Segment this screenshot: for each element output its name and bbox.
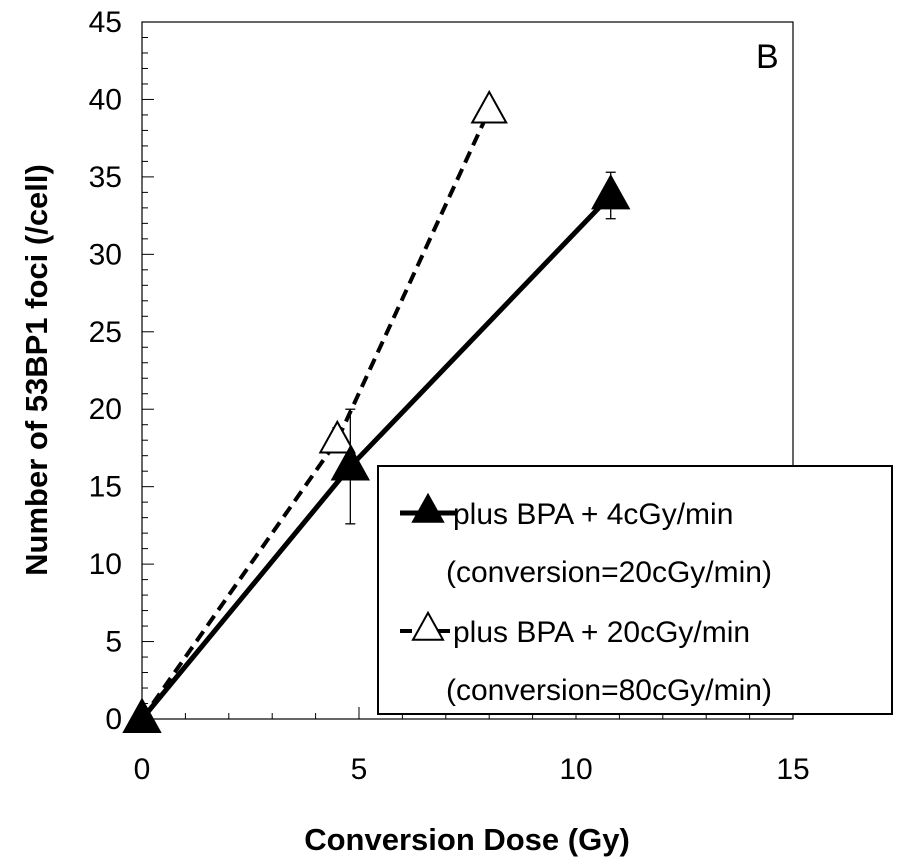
y-tick-label: 25 (89, 316, 122, 349)
x-tick-label: 15 (776, 753, 809, 786)
y-tick-label: 20 (89, 393, 122, 426)
series-layer (122, 89, 631, 733)
legend-label: plus BPA + 4cGy/min (453, 498, 733, 531)
y-tick-label: 15 (89, 471, 122, 504)
y-tick-label: 5 (105, 626, 122, 659)
data-point (318, 419, 356, 454)
x-axis-title: Conversion Dose (Gy) (304, 822, 630, 857)
series-1 (122, 171, 631, 733)
legend-entry-1: plus BPA + 4cGy/min (conversion=20cGy/min… (400, 492, 772, 589)
data-point (470, 89, 508, 124)
data-point (330, 445, 371, 481)
legend: plus BPA + 4cGy/min (conversion=20cGy/min… (377, 465, 893, 715)
axis-ticks: 0 5 10 15 20 25 30 35 40 45 0 5 10 15 (89, 6, 810, 786)
legend-entry-2: plus BPA + 20cGy/min (conversion=80cGy/mi… (400, 610, 772, 707)
y-tick-label: 30 (89, 238, 122, 271)
legend-label-sub: (conversion=80cGy/min) (446, 674, 772, 707)
panel-label: B (756, 38, 779, 76)
x-tick-label: 5 (351, 753, 368, 786)
legend-label: plus BPA + 20cGy/min (453, 616, 750, 649)
legend-marker-swatch (411, 610, 445, 641)
legend-label-sub: (conversion=20cGy/min) (446, 556, 772, 589)
y-tick-label: 0 (105, 703, 122, 736)
legend-marker-swatch (411, 492, 445, 523)
y-tick-label: 45 (89, 6, 122, 39)
plot-frame (141, 21, 794, 720)
data-point (122, 697, 162, 733)
y-axis-title: Number of 53BP1 foci (/cell) (19, 164, 54, 576)
legend-box (377, 465, 893, 715)
y-tick-label: 35 (89, 161, 122, 194)
y-tick-label: 10 (89, 548, 122, 581)
y-tick-label: 40 (89, 83, 122, 116)
x-tick-label: 0 (134, 753, 151, 786)
data-point (591, 173, 631, 210)
axes (141, 21, 794, 720)
x-tick-label: 10 (559, 753, 592, 786)
